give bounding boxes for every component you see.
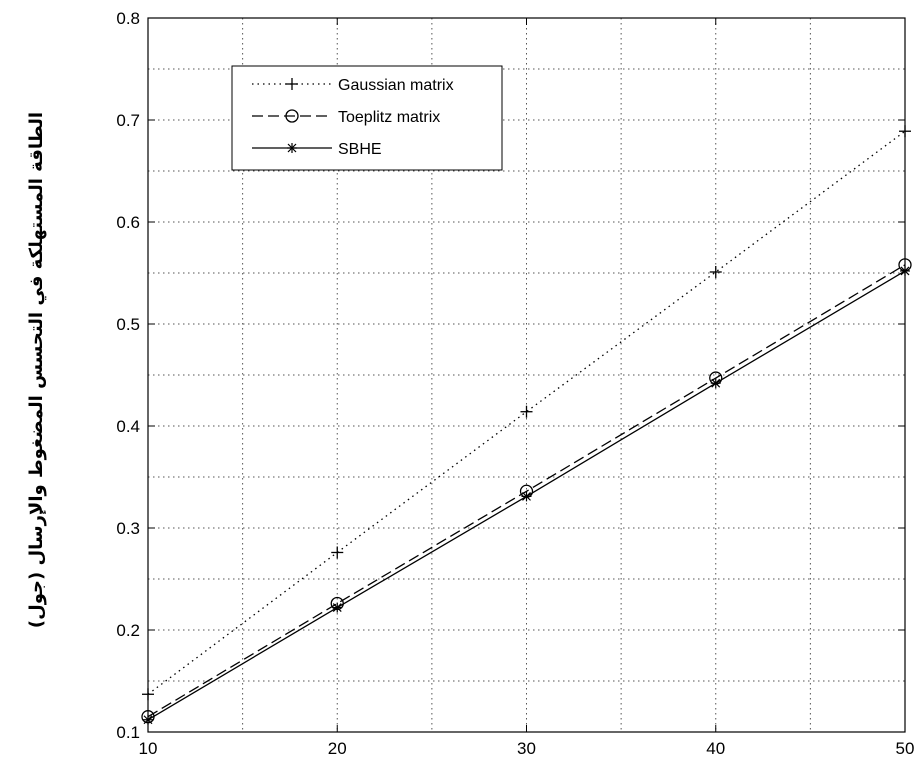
y-tick-label: 0.7 [116, 111, 140, 130]
legend-entry: Toeplitz matrix [252, 109, 440, 126]
y-tick-label: 0.1 [116, 723, 140, 742]
circle-marker [285, 109, 299, 123]
y-tick-label: 0.8 [116, 9, 140, 28]
plus-marker [709, 265, 722, 278]
legend-label: Toeplitz matrix [338, 109, 440, 126]
y-tick-label: 0.3 [116, 519, 140, 538]
plus-marker [331, 546, 344, 559]
star-marker [287, 143, 297, 153]
y-axis-label: الطاقة المستهلكة في التحسس المضغوط والإر… [26, 112, 47, 628]
series-line [147, 264, 906, 718]
star-marker [710, 378, 721, 389]
x-tick-label: 50 [896, 739, 915, 758]
y-tick-label: 0.2 [116, 621, 140, 640]
y-tick-label: 0.6 [116, 213, 140, 232]
ticks: 10 20 30 40 50 0.1 0.2 0.3 0.4 0.5 0.6 0.7 0.8 [116, 9, 914, 758]
x-tick-label: 20 [328, 739, 347, 758]
legend-entry: SBHE [252, 141, 382, 158]
plus-marker [286, 78, 298, 90]
y-tick-label: 0.5 [116, 315, 140, 334]
legend-label: SBHE [338, 141, 382, 158]
legend: Gaussian matrix Toeplitz matrix SBHE [231, 65, 503, 171]
series-sbhe [143, 265, 910, 725]
series-layer [141, 125, 912, 725]
x-tick-label: 10 [139, 739, 158, 758]
plus-marker [520, 405, 533, 418]
x-tick-label: 40 [706, 739, 725, 758]
star-marker [332, 602, 343, 613]
y-tick-label: 0.4 [116, 417, 140, 436]
legend-entry: Gaussian matrix [252, 77, 454, 94]
x-tick-label: 30 [517, 739, 536, 758]
legend-box [231, 65, 503, 171]
legend-label: Gaussian matrix [338, 77, 454, 94]
star-marker [521, 491, 532, 502]
